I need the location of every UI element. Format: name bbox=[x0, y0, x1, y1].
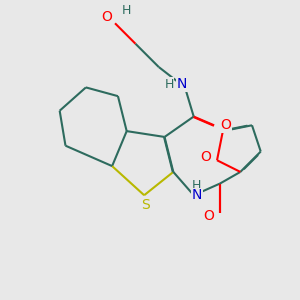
Text: S: S bbox=[141, 198, 150, 212]
Text: H: H bbox=[122, 4, 131, 17]
Text: H: H bbox=[164, 78, 174, 91]
Text: N: N bbox=[191, 188, 202, 202]
Text: N: N bbox=[177, 77, 187, 92]
Text: O: O bbox=[101, 11, 112, 25]
Text: O: O bbox=[203, 208, 214, 223]
Text: H: H bbox=[192, 178, 201, 191]
Text: O: O bbox=[200, 150, 211, 164]
Text: O: O bbox=[220, 118, 231, 132]
